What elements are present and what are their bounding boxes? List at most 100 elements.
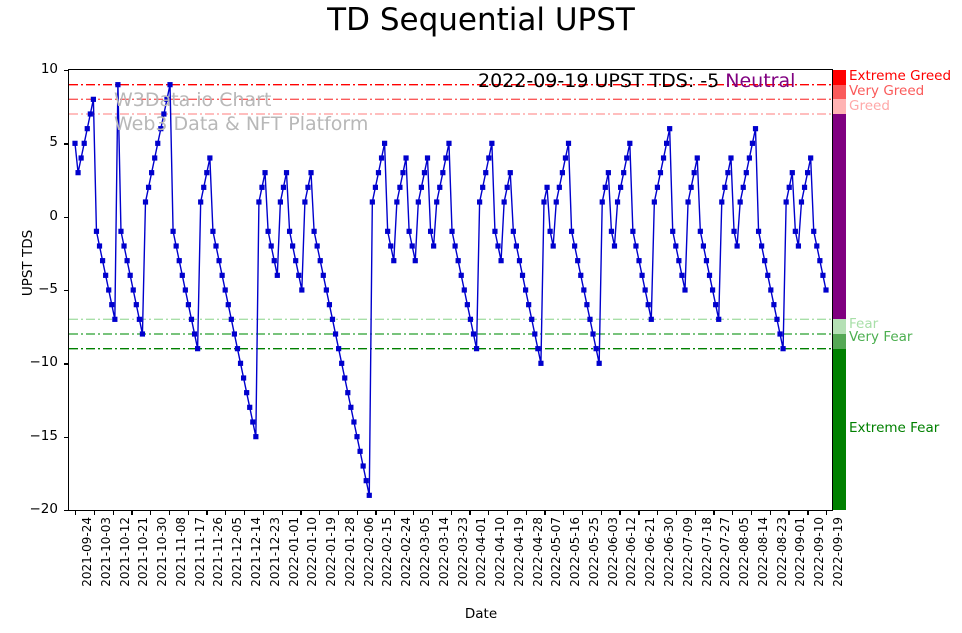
data-point (752, 126, 759, 132)
data-point (406, 228, 412, 234)
data-point (198, 199, 204, 205)
data-point (351, 419, 357, 425)
x-axis-label: Date (464, 606, 498, 622)
data-point (173, 243, 179, 249)
data-point (354, 434, 360, 440)
data-point (749, 140, 756, 146)
x-tick-mark (431, 511, 434, 515)
x-tick-label: 2022-06-21 (643, 517, 658, 587)
data-point (317, 258, 323, 264)
data-point (783, 199, 789, 205)
data-point (403, 155, 409, 161)
data-point (293, 258, 299, 264)
x-tick-label: 2022-06-12 (624, 517, 639, 587)
data-point (247, 404, 253, 410)
data-point (716, 316, 722, 322)
data-point (642, 287, 648, 293)
data-point (72, 140, 78, 146)
colorbar-segment-very-fear (833, 334, 846, 349)
data-point (277, 199, 283, 205)
data-point (679, 272, 685, 278)
data-point (127, 272, 133, 278)
x-tick-mark (150, 511, 152, 515)
x-tick-label: 2022-09-10 (812, 517, 827, 587)
data-point (768, 287, 774, 293)
data-point (372, 184, 378, 190)
data-point (145, 184, 152, 190)
data-point (244, 390, 250, 396)
data-point (504, 184, 510, 190)
data-point (572, 243, 578, 249)
data-point (645, 302, 651, 308)
x-tick-mark (694, 511, 696, 515)
colorbar-segment-fear (833, 319, 846, 334)
data-point (320, 272, 326, 278)
x-tick-mark (563, 511, 565, 515)
y-tick-mark (64, 510, 68, 512)
data-point (823, 287, 829, 293)
data-point (274, 272, 280, 278)
data-point (210, 228, 216, 234)
data-point (486, 155, 492, 161)
x-tick-mark (168, 511, 171, 515)
data-point (673, 243, 679, 249)
data-point (213, 243, 219, 249)
data-point (633, 243, 639, 249)
x-tick-mark (506, 511, 509, 515)
x-tick-mark (319, 511, 321, 515)
x-tick-label: 2022-01-19 (324, 517, 339, 587)
data-point (532, 331, 538, 337)
data-point (106, 287, 112, 293)
data-point (743, 170, 749, 176)
x-tick-label: 2021-12-23 (267, 517, 282, 587)
data-point (290, 243, 296, 249)
x-tick-mark (262, 511, 265, 515)
x-tick-mark (638, 511, 640, 515)
data-point (461, 287, 467, 293)
data-point (731, 228, 737, 234)
data-point (596, 360, 602, 366)
x-tick-label: 2022-05-25 (586, 517, 601, 587)
x-tick-label: 2021-10-12 (117, 517, 132, 587)
data-point (798, 199, 805, 205)
data-point (286, 228, 293, 234)
data-point (262, 170, 268, 176)
x-tick-label: 2022-05-16 (568, 517, 583, 587)
data-point (283, 170, 290, 176)
data-point (412, 258, 418, 264)
data-point (660, 155, 667, 161)
data-point (762, 258, 768, 264)
data-point (415, 199, 421, 205)
data-point (323, 287, 329, 293)
data-point (259, 184, 265, 190)
data-point (746, 155, 752, 161)
x-tick-mark (581, 511, 584, 515)
x-tick-mark (769, 511, 771, 515)
data-point (78, 155, 84, 161)
data-point (437, 184, 443, 190)
data-point (253, 434, 259, 440)
x-tick-label: 2022-04-01 (474, 517, 489, 587)
data-point (87, 111, 93, 117)
data-point (96, 243, 103, 249)
data-point (725, 170, 731, 176)
data-point (152, 155, 158, 161)
y-tick-label: −15 (29, 427, 59, 444)
data-point (170, 228, 176, 234)
data-point (682, 287, 688, 293)
colorbar-segment-extreme-greed (833, 70, 846, 85)
data-point (697, 228, 703, 234)
data-point (400, 170, 406, 176)
data-point (498, 258, 504, 264)
x-tick-mark (337, 511, 340, 515)
x-tick-label: 2022-08-23 (774, 517, 789, 587)
colorbar-label: Fear (849, 316, 879, 333)
data-point (121, 243, 127, 249)
data-point (397, 184, 403, 190)
data-point (234, 346, 241, 352)
x-tick-label: 2022-02-24 (399, 517, 414, 587)
data-point (575, 258, 581, 264)
x-tick-mark (412, 511, 415, 515)
data-point (510, 228, 516, 234)
